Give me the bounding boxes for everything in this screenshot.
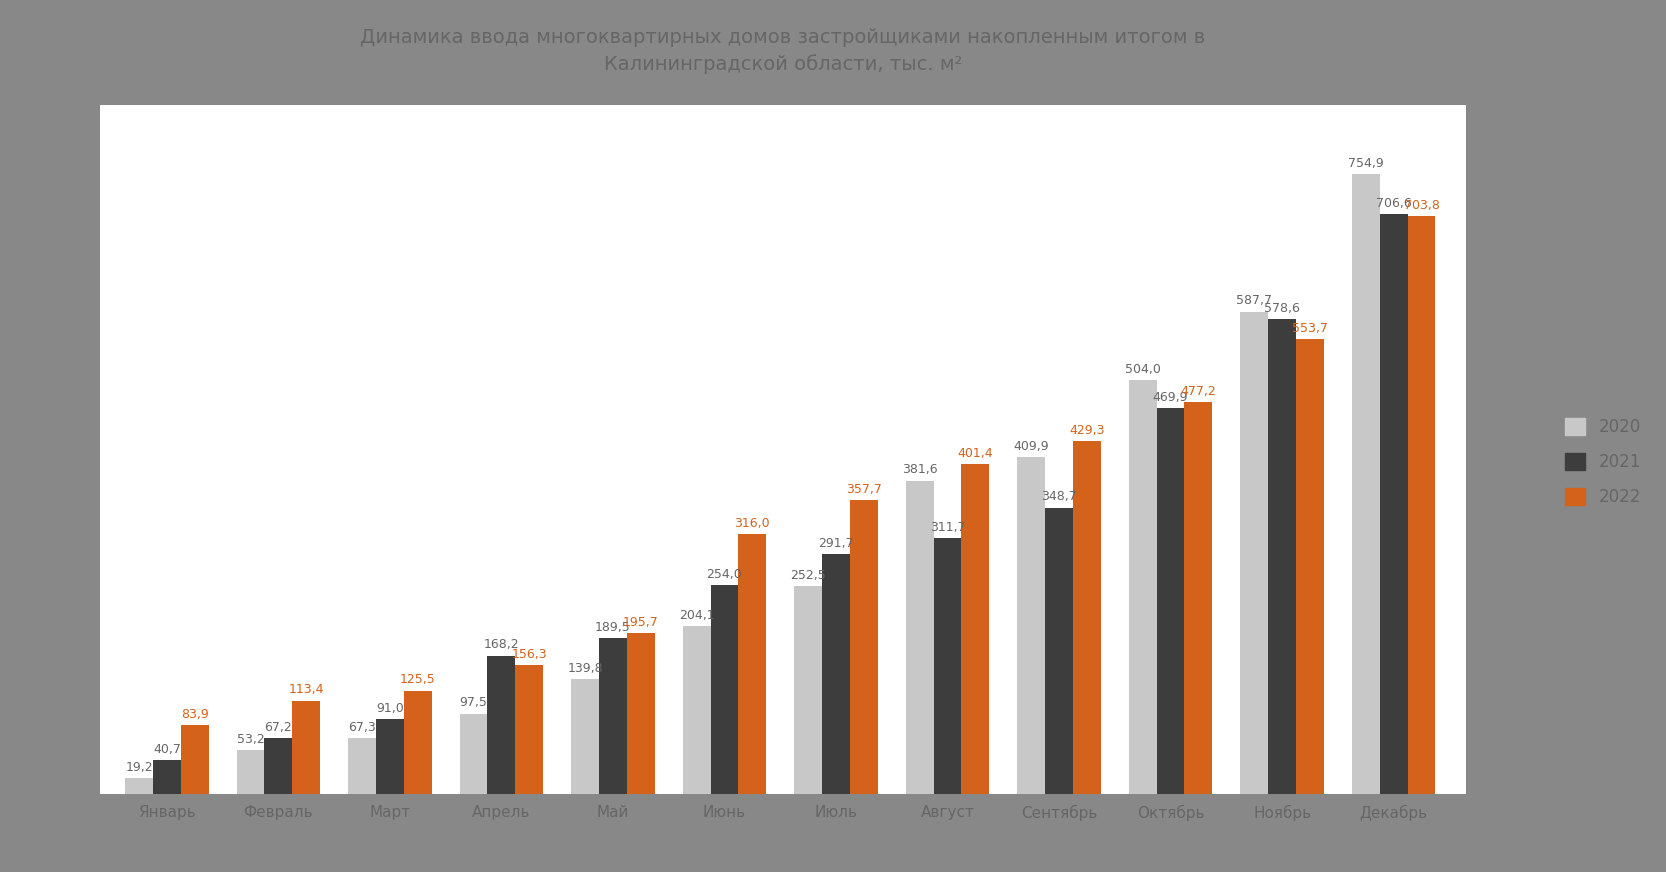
- Text: 429,3: 429,3: [1070, 425, 1105, 438]
- Bar: [153, 760, 182, 794]
- Text: 67,3: 67,3: [348, 721, 377, 734]
- Text: 311,7: 311,7: [930, 521, 965, 534]
- Bar: [961, 464, 990, 794]
- Bar: [1130, 380, 1156, 794]
- Bar: [1351, 174, 1379, 794]
- Text: 19,2: 19,2: [125, 760, 153, 773]
- Legend: 2020, 2021, 2022: 2020, 2021, 2022: [1558, 410, 1649, 514]
- Text: 113,4: 113,4: [288, 684, 323, 697]
- Bar: [850, 501, 878, 794]
- Bar: [403, 691, 431, 794]
- Bar: [821, 555, 850, 794]
- Bar: [1296, 339, 1324, 794]
- Bar: [515, 665, 543, 794]
- Text: 83,9: 83,9: [182, 707, 208, 720]
- Text: 703,8: 703,8: [1403, 199, 1439, 212]
- Bar: [460, 713, 488, 794]
- Bar: [600, 638, 626, 794]
- Bar: [292, 700, 320, 794]
- Text: 67,2: 67,2: [265, 721, 292, 734]
- Text: 53,2: 53,2: [237, 732, 265, 746]
- Bar: [125, 778, 153, 794]
- Bar: [683, 626, 710, 794]
- Text: 477,2: 477,2: [1181, 385, 1216, 399]
- Bar: [237, 750, 265, 794]
- Bar: [1379, 214, 1408, 794]
- Text: 40,7: 40,7: [153, 743, 182, 756]
- Text: 348,7: 348,7: [1041, 490, 1076, 503]
- Text: Динамика ввода многоквартирных домов застройщиками накопленным итогом в
Калининг: Динамика ввода многоквартирных домов зас…: [360, 28, 1206, 74]
- Text: 381,6: 381,6: [901, 464, 938, 476]
- Bar: [795, 587, 821, 794]
- Text: 469,9: 469,9: [1153, 391, 1188, 404]
- Text: 754,9: 754,9: [1348, 157, 1383, 170]
- Text: 254,0: 254,0: [706, 569, 743, 581]
- Bar: [265, 739, 292, 794]
- Bar: [1268, 319, 1296, 794]
- Text: 316,0: 316,0: [735, 517, 770, 530]
- Text: 97,5: 97,5: [460, 697, 488, 710]
- Text: 156,3: 156,3: [511, 648, 546, 661]
- Bar: [1156, 408, 1185, 794]
- Bar: [571, 679, 600, 794]
- Bar: [182, 725, 208, 794]
- Text: 357,7: 357,7: [846, 483, 881, 496]
- Bar: [933, 538, 961, 794]
- Text: 504,0: 504,0: [1125, 363, 1161, 376]
- Bar: [488, 656, 515, 794]
- Bar: [377, 719, 403, 794]
- Bar: [1408, 216, 1436, 794]
- Bar: [738, 535, 766, 794]
- Text: 401,4: 401,4: [958, 447, 993, 460]
- Text: 553,7: 553,7: [1293, 323, 1328, 336]
- Text: 139,8: 139,8: [566, 662, 603, 675]
- Text: 168,2: 168,2: [483, 638, 520, 651]
- Text: © erzrf.ru: © erzrf.ru: [1641, 758, 1654, 820]
- Text: 409,9: 409,9: [1013, 440, 1050, 453]
- Bar: [1045, 508, 1073, 794]
- Bar: [1073, 441, 1101, 794]
- Bar: [1185, 402, 1213, 794]
- Text: 252,5: 252,5: [790, 569, 826, 582]
- Text: 195,7: 195,7: [623, 616, 658, 629]
- Text: 587,7: 587,7: [1236, 295, 1273, 308]
- Bar: [1018, 457, 1045, 794]
- Bar: [348, 739, 377, 794]
- Text: 125,5: 125,5: [400, 673, 436, 686]
- Text: 189,5: 189,5: [595, 621, 631, 634]
- Text: 204,1: 204,1: [678, 609, 715, 622]
- Text: 578,6: 578,6: [1264, 302, 1299, 315]
- Text: 291,7: 291,7: [818, 537, 853, 550]
- Bar: [626, 633, 655, 794]
- Bar: [710, 585, 738, 794]
- Text: 706,6: 706,6: [1376, 197, 1411, 210]
- Text: 91,0: 91,0: [377, 702, 403, 715]
- Bar: [906, 480, 933, 794]
- Bar: [1240, 311, 1268, 794]
